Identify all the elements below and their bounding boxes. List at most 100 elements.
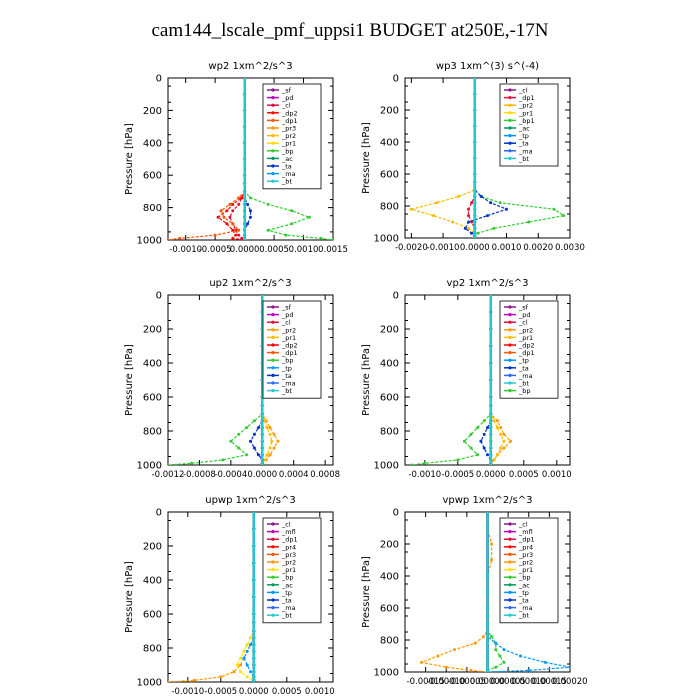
data-point	[245, 675, 249, 679]
y-tick-label: 600	[143, 171, 162, 182]
data-point	[263, 458, 267, 462]
data-point	[470, 201, 474, 205]
y-tick-label: 200	[143, 106, 162, 117]
data-point	[243, 228, 247, 232]
legend-label: _bt	[281, 387, 292, 395]
data-point	[252, 629, 256, 633]
data-point	[499, 432, 503, 436]
y-tick-label: 1000	[137, 678, 162, 689]
data-point	[482, 432, 486, 436]
legend-marker	[271, 568, 275, 572]
data-point	[476, 426, 480, 430]
x-tick-label: 0.00015	[532, 677, 567, 687]
data-point	[473, 214, 477, 218]
data-point	[462, 439, 466, 443]
legend-marker	[508, 126, 512, 130]
data-point	[473, 231, 477, 235]
data-point	[270, 439, 274, 443]
legend-label: _dp1	[281, 117, 298, 125]
legend-marker	[271, 156, 275, 160]
data-point	[252, 561, 256, 565]
legend-marker	[271, 305, 275, 309]
legend-label: _dp1	[518, 536, 535, 544]
legend-marker	[271, 320, 275, 324]
y-tick-label: 200	[143, 542, 162, 553]
page-title: cam144_lscale_pmf_uppsi1 BUDGET at250E,-…	[151, 20, 549, 41]
legend-label: _dp1	[281, 536, 298, 544]
legend-label: _pr2	[518, 102, 533, 110]
legend-marker	[271, 179, 275, 183]
x-tick-label: 0.0020	[523, 243, 553, 253]
data-point	[502, 446, 506, 450]
legend-label: _cl	[281, 521, 291, 529]
y-tick-label: 1000	[374, 234, 399, 245]
data-point	[237, 228, 241, 232]
data-point	[489, 458, 493, 462]
data-point	[252, 649, 256, 653]
data-point	[237, 196, 241, 200]
data-point	[252, 432, 256, 436]
data-point	[252, 675, 256, 679]
data-point	[519, 654, 522, 658]
data-point	[268, 426, 272, 430]
legend-label: _pr2	[281, 559, 296, 567]
data-point	[499, 426, 503, 430]
data-point	[232, 670, 236, 674]
y-tick-label: 600	[143, 610, 162, 621]
x-tick-label: -0.0020	[395, 243, 428, 253]
legend-marker	[271, 88, 275, 92]
x-tick-label: 0.0010	[305, 687, 335, 697]
data-point	[409, 207, 413, 211]
y-tick-label: 400	[380, 138, 399, 149]
data-point	[168, 680, 170, 682]
legend-marker	[508, 583, 512, 587]
legend-marker	[271, 537, 275, 541]
data-point	[420, 660, 423, 664]
legend-label: _ac	[281, 155, 293, 163]
plot-frame	[404, 77, 571, 239]
data-point	[489, 446, 493, 450]
data-point	[243, 125, 247, 129]
legend-marker	[508, 343, 512, 347]
data-point	[490, 558, 494, 562]
x-tick-label: 0.00000	[470, 677, 505, 687]
data-point	[263, 419, 267, 423]
legend-label: _cl	[281, 319, 291, 327]
legend-marker	[508, 156, 512, 160]
data-point	[490, 635, 494, 639]
legend-marker	[271, 126, 275, 130]
legend-label: _dp1	[518, 349, 535, 357]
legend-marker	[508, 313, 512, 317]
data-point	[245, 453, 249, 457]
legend-marker	[271, 343, 275, 347]
data-point	[486, 574, 489, 578]
data-point	[319, 236, 323, 240]
data-point	[469, 446, 473, 450]
x-tick-label: -0.0010	[408, 470, 441, 480]
data-point	[221, 458, 225, 462]
y-tick-label: 800	[143, 427, 162, 438]
x-tick-label: 0.0005	[259, 245, 289, 255]
data-point	[249, 643, 252, 647]
data-point	[494, 665, 498, 669]
y-tick-label: 1000	[374, 461, 399, 472]
legend-marker	[508, 381, 512, 385]
data-point	[252, 656, 256, 660]
data-point	[492, 226, 496, 230]
legend-label: _bt	[281, 178, 292, 186]
legend-marker	[508, 575, 512, 579]
y-axis-label: Pressure [hPa]	[124, 123, 135, 195]
legend-marker	[508, 545, 512, 549]
y-axis-label: Pressure [hPa]	[124, 344, 135, 416]
y-tick-label: 800	[380, 636, 399, 647]
legend-label: _cl	[281, 102, 291, 110]
y-tick-label: 1000	[374, 668, 399, 679]
data-point	[266, 228, 270, 232]
data-point	[482, 419, 486, 423]
legend-marker	[508, 103, 512, 107]
legend-label: _bt	[518, 380, 529, 388]
data-point	[486, 214, 489, 218]
x-tick-label: 0.0010	[289, 245, 319, 255]
legend-label: _pr2	[281, 326, 296, 334]
data-point	[489, 439, 493, 443]
